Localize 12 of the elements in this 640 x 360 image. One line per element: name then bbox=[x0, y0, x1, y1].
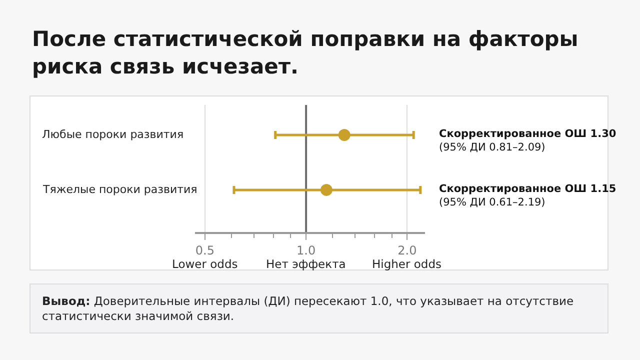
x-tick-label: 1.0 bbox=[296, 243, 316, 258]
text: Вывод: Доверительные интервалы (ДИ) пересекают 1.0, что указывает на отсутствие статистически значимой связи. bbox=[42, 294, 574, 323]
y-tick-label: Любые пороки развития bbox=[42, 128, 184, 141]
data-label: Скорректированное ОШ 1.15 (95% ДИ 0.61–2.19) bbox=[439, 183, 616, 209]
chart-title: После статистической поправки на факторы риска связь исчезает. bbox=[32, 27, 578, 78]
x-tick-label: 0.5 bbox=[195, 243, 215, 258]
text: Higher odds bbox=[372, 257, 442, 271]
data-label: Скорректированное ОШ 1.30 (95% ДИ 0.81–2.09) bbox=[439, 128, 616, 154]
x-tick-label: 2.0 bbox=[398, 243, 417, 258]
y-tick-label: Тяжелые пороки развития bbox=[42, 183, 198, 196]
text: Lower odds bbox=[172, 257, 238, 271]
text: Нет эффекта bbox=[266, 257, 346, 271]
